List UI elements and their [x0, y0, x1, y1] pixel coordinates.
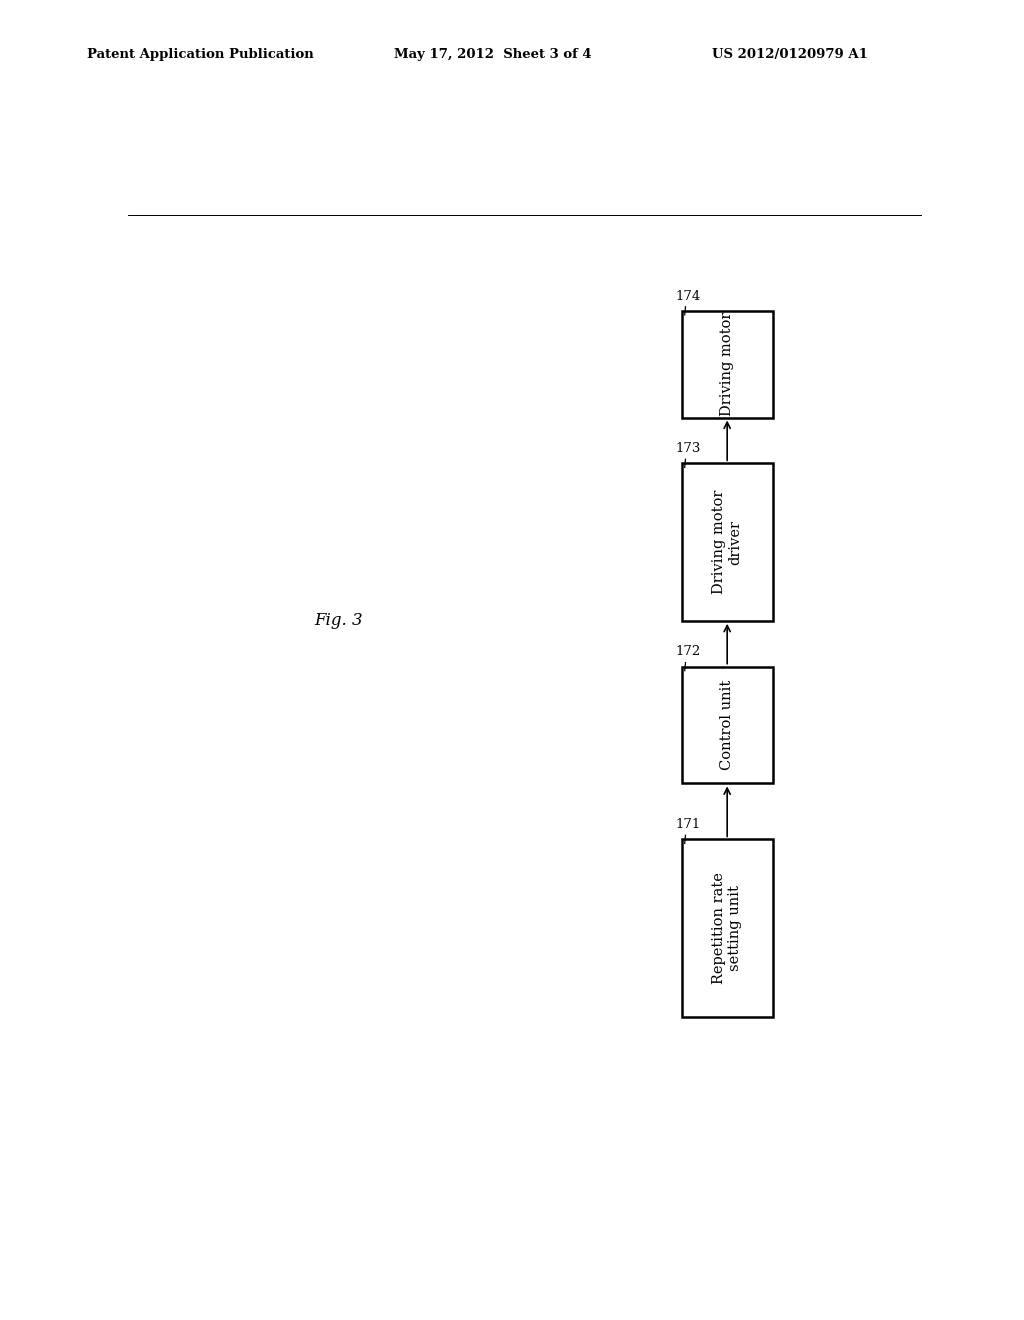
Text: 174: 174 [675, 289, 700, 302]
Bar [682, 312, 773, 417]
Text: Driving motor: Driving motor [720, 312, 734, 416]
Text: May 17, 2012  Sheet 3 of 4: May 17, 2012 Sheet 3 of 4 [394, 48, 592, 61]
Bar [682, 463, 773, 620]
Bar [682, 840, 773, 1018]
Text: Fig. 3: Fig. 3 [314, 612, 364, 630]
Text: Driving motor
driver: Driving motor driver [712, 490, 742, 594]
Text: Control unit: Control unit [720, 680, 734, 770]
Bar [682, 667, 773, 784]
Text: US 2012/0120979 A1: US 2012/0120979 A1 [712, 48, 867, 61]
Text: 171: 171 [675, 818, 700, 832]
Text: 173: 173 [675, 442, 700, 455]
Text: Repetition rate
setting unit: Repetition rate setting unit [712, 873, 742, 985]
Text: 172: 172 [675, 645, 700, 659]
Text: Patent Application Publication: Patent Application Publication [87, 48, 313, 61]
